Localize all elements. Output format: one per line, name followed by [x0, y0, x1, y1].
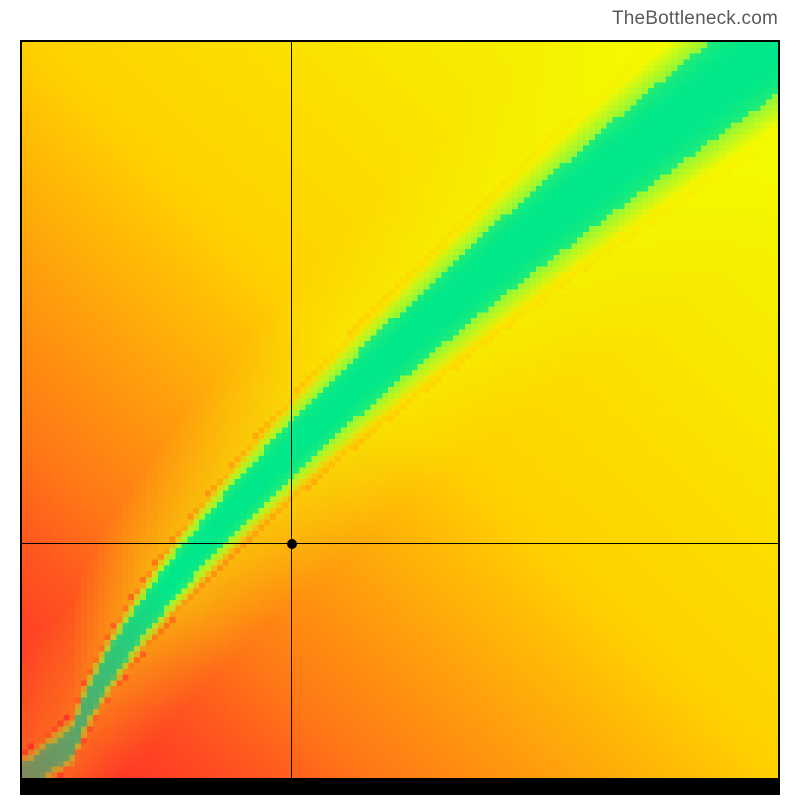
selection-point[interactable] — [287, 539, 297, 549]
chart-container: TheBottleneck.com — [0, 0, 800, 800]
bottleneck-heatmap — [22, 42, 778, 778]
watermark-text: TheBottleneck.com — [612, 8, 778, 30]
crosshair-horizontal — [22, 543, 778, 544]
plot-frame — [20, 40, 780, 795]
crosshair-vertical — [291, 42, 292, 778]
